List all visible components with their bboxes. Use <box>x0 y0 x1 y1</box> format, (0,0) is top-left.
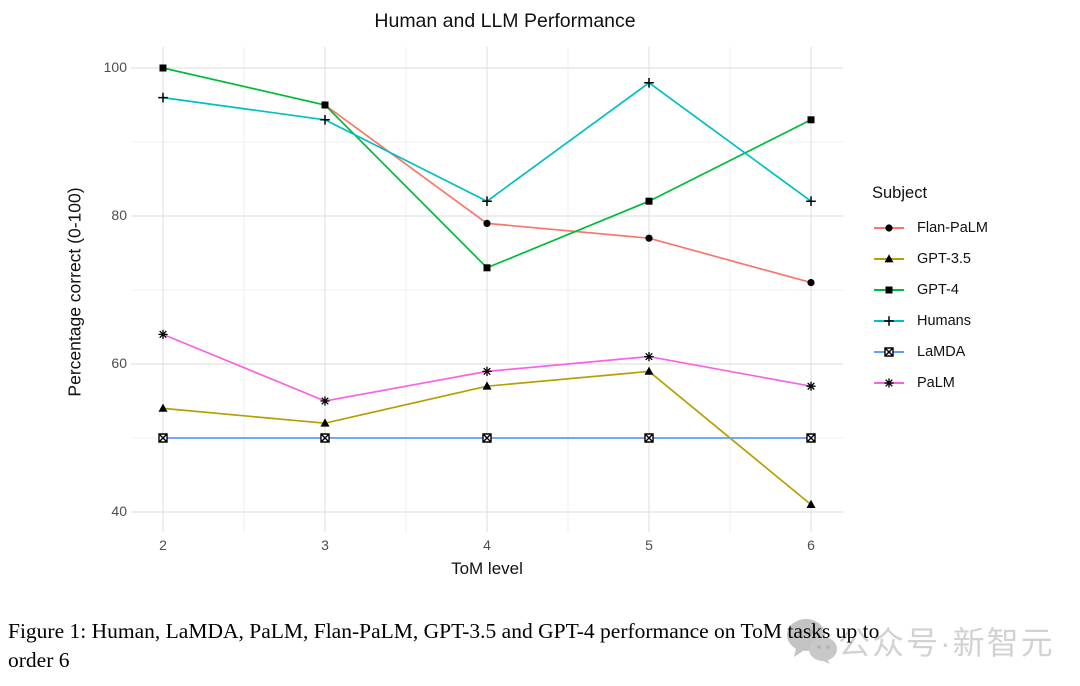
y-tick-label: 60 <box>111 355 127 371</box>
legend-label: GPT-3.5 <box>917 250 971 267</box>
marker-circle-flan-palm <box>645 234 653 242</box>
legend-label: GPT-4 <box>917 281 959 298</box>
marker-square-x-lamda <box>320 433 330 443</box>
chart-title: Human and LLM Performance <box>374 10 636 32</box>
marker-asterisk-palm <box>482 366 492 376</box>
marker-triangle-gpt-3.5 <box>158 403 168 412</box>
legend-key-humans <box>874 315 904 326</box>
legend-key-gpt-3.5 <box>874 253 904 262</box>
marker-square-x-lamda <box>158 433 168 443</box>
marker-triangle-gpt-3.5 <box>806 499 816 508</box>
marker-square-gpt-4 <box>159 64 167 72</box>
x-tick-label: 5 <box>645 537 653 553</box>
marker-plus-humans <box>158 92 168 103</box>
legend-item-flan-palm: Flan-PaLM <box>872 212 988 243</box>
marker-asterisk-palm <box>806 381 816 391</box>
figure-chart: Human and LLM Performance Percentage cor… <box>65 10 988 578</box>
legend-marker-palm <box>884 377 894 388</box>
caption-line-2: order 6 <box>8 648 70 672</box>
marker-triangle-gpt-3.5 <box>482 381 492 390</box>
marker-circle-flan-palm <box>483 219 491 227</box>
legend-item-palm: PaLM <box>872 367 988 398</box>
legend-item-gpt-4: GPT-4 <box>872 274 988 305</box>
legend-label: LaMDA <box>917 343 966 360</box>
legend-title: Subject <box>872 184 928 202</box>
legend-label: Humans <box>917 312 971 329</box>
marker-square-x-lamda <box>482 433 492 443</box>
marker-triangle-gpt-3.5 <box>320 418 330 427</box>
legend: Subject Flan-PaLM GPT-3.5 GPT-4 Humans LaMDA… <box>872 184 988 398</box>
figure-caption: Figure 1: Human, LaMDA, PaLM, Flan-PaLM,… <box>8 617 1073 675</box>
legend-marker-flan-palm <box>885 223 893 232</box>
marker-plus-humans <box>320 115 330 125</box>
legend-item-lamda: LaMDA <box>872 336 988 367</box>
marker-triangle-gpt-3.5 <box>644 366 654 375</box>
watermark-text: 公众号·新智元 <box>838 625 1055 661</box>
x-tick-label: 6 <box>807 537 815 553</box>
y-tick-label: 100 <box>103 59 127 75</box>
legend-key-palm <box>874 377 904 388</box>
legend-item-humans: Humans <box>872 305 988 336</box>
marker-asterisk-palm <box>158 329 168 339</box>
legend-key-flan-palm <box>874 223 904 232</box>
legend-marker-humans <box>884 315 894 326</box>
x-tick-label: 4 <box>483 537 491 553</box>
marker-plus-humans <box>644 78 654 88</box>
wechat-icon <box>787 619 837 664</box>
marker-square-x-lamda <box>806 433 816 443</box>
watermark: 公众号·新智元 <box>786 618 1055 664</box>
x-tick-label: 3 <box>321 537 329 553</box>
legend-label: PaLM <box>917 374 955 391</box>
marker-asterisk-palm <box>644 352 654 362</box>
marker-square-x-lamda <box>644 433 654 443</box>
series-line-flan-palm <box>324 104 812 284</box>
legend-label: Flan-PaLM <box>917 219 988 236</box>
marker-plus-humans <box>806 196 816 206</box>
legend-marker-gpt-3.5 <box>884 253 894 262</box>
y-tick-label: 80 <box>111 207 127 223</box>
plot-panel <box>131 47 843 532</box>
marker-square-gpt-4 <box>321 101 329 109</box>
marker-square-gpt-4 <box>645 197 653 205</box>
legend-key-lamda <box>874 346 904 357</box>
marker-square-gpt-4 <box>483 264 491 272</box>
legend-items: Flan-PaLM GPT-3.5 GPT-4 Humans LaMDA PaLM <box>872 212 988 398</box>
caption-line-1: Figure 1: Human, LaMDA, PaLM, Flan-PaLM,… <box>8 619 880 643</box>
legend-item-gpt-3.5: GPT-3.5 <box>872 243 988 274</box>
legend-key-gpt-4 <box>874 286 904 293</box>
marker-circle-flan-palm <box>807 279 815 287</box>
legend-marker-gpt-4 <box>885 286 893 293</box>
y-tick-label: 40 <box>111 503 127 519</box>
x-tick-label: 2 <box>159 537 167 553</box>
legend-marker-lamda <box>884 346 894 357</box>
marker-plus-humans <box>482 196 492 206</box>
x-axis-title: ToM level <box>451 559 523 578</box>
marker-square-gpt-4 <box>807 116 815 124</box>
marker-asterisk-palm <box>320 396 330 406</box>
